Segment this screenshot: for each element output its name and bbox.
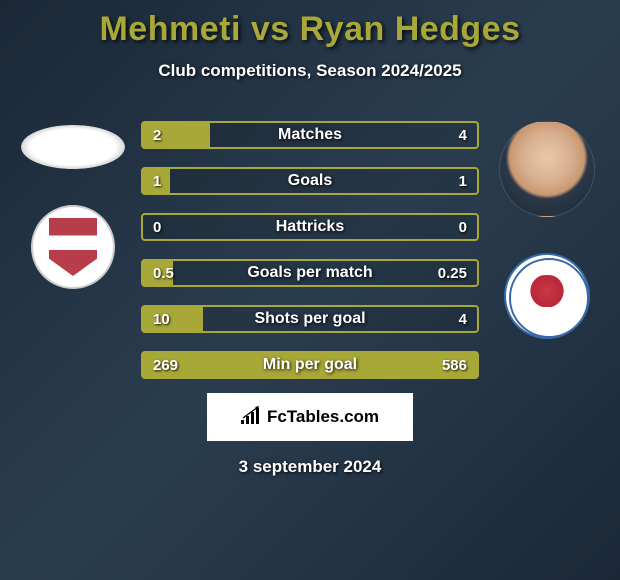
stat-bar: 269Min per goal586	[141, 351, 479, 379]
page-title: Mehmeti vs Ryan Hedges	[99, 10, 520, 49]
stat-bar: 1Goals1	[141, 167, 479, 195]
branding-text: FcTables.com	[267, 407, 379, 427]
left-column	[23, 121, 123, 289]
stat-bar: 10Shots per goal4	[141, 305, 479, 333]
stat-value-right: 4	[459, 311, 467, 328]
stat-label: Goals	[143, 172, 477, 190]
stat-label: Hattricks	[143, 218, 477, 236]
player-avatar-left	[21, 125, 125, 169]
stat-value-right: 0.25	[438, 265, 467, 282]
page-subtitle: Club competitions, Season 2024/2025	[158, 61, 461, 81]
stat-bar: 0.5Goals per match0.25	[141, 259, 479, 287]
stat-label: Shots per goal	[143, 310, 477, 328]
branding-logo[interactable]: FcTables.com	[207, 393, 413, 441]
main-area: 2Matches4 1Goals1 0Hattricks0 0.5Goals per …	[0, 121, 620, 379]
player-avatar-right	[499, 121, 595, 217]
stats-column: 2Matches4 1Goals1 0Hattricks0 0.5Goals per …	[141, 121, 479, 379]
stat-value-right: 0	[459, 219, 467, 236]
stat-bar: 2Matches4	[141, 121, 479, 149]
stat-value-right: 4	[459, 127, 467, 144]
stat-bar: 0Hattricks0	[141, 213, 479, 241]
stat-label: Min per goal	[143, 356, 477, 374]
club-badge-left	[31, 205, 115, 289]
stat-value-right: 1	[459, 173, 467, 190]
comparison-widget: Mehmeti vs Ryan Hedges Club competitions…	[0, 0, 620, 487]
club-badge-right	[504, 253, 590, 339]
stat-label: Matches	[143, 126, 477, 144]
branding-icon	[241, 406, 265, 429]
right-column	[497, 121, 597, 339]
stat-label: Goals per match	[143, 264, 477, 282]
footer-date: 3 september 2024	[239, 457, 382, 477]
stat-value-right: 586	[442, 357, 467, 374]
